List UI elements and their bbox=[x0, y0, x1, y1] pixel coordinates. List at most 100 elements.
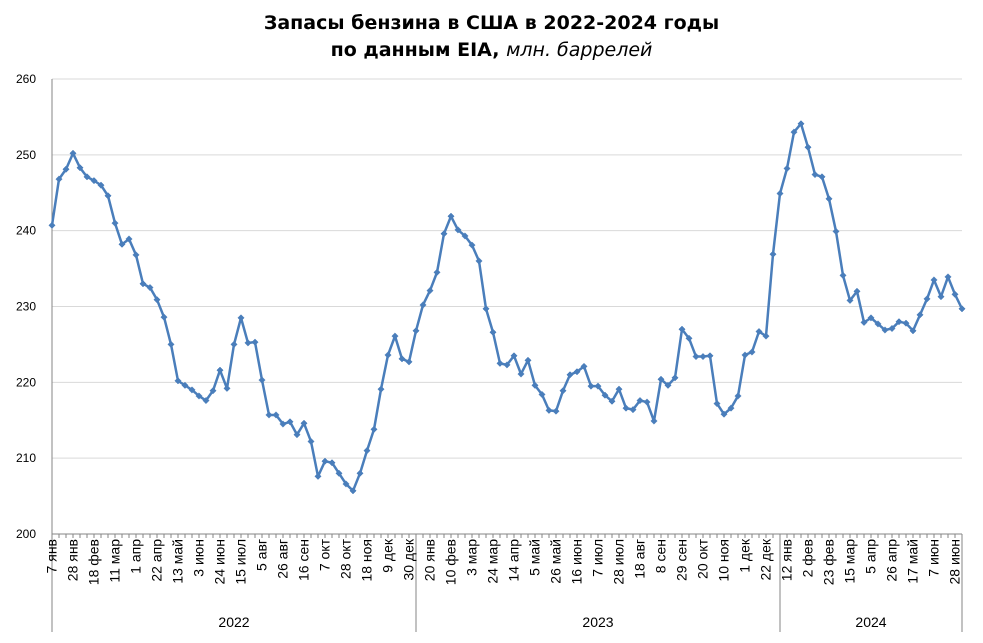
data-point bbox=[307, 437, 315, 446]
data-point bbox=[433, 268, 441, 276]
data-point bbox=[230, 340, 238, 348]
data-point bbox=[552, 407, 560, 415]
data-point bbox=[496, 359, 504, 367]
data-point bbox=[370, 425, 378, 433]
data-point bbox=[62, 165, 70, 173]
data-point bbox=[888, 324, 896, 333]
data-point bbox=[461, 232, 469, 240]
chart-title-unit: млн. баррелей bbox=[506, 39, 653, 61]
data-point bbox=[867, 314, 875, 322]
data-point bbox=[692, 352, 700, 361]
data-point bbox=[580, 362, 588, 370]
x-tick-label: 22 дек bbox=[758, 538, 774, 580]
data-point bbox=[846, 296, 854, 304]
data-point bbox=[566, 371, 574, 379]
chart-title-line2-text: по данным EIA, bbox=[330, 39, 500, 61]
data-point bbox=[587, 382, 595, 390]
x-tick-label: 15 июл bbox=[233, 539, 249, 585]
x-tick-label: 1 апр bbox=[128, 539, 144, 574]
data-point bbox=[83, 173, 91, 181]
data-point bbox=[412, 327, 420, 335]
data-point bbox=[790, 128, 798, 136]
data-point bbox=[524, 356, 532, 364]
data-point bbox=[958, 305, 966, 313]
x-tick-label: 16 июн bbox=[569, 539, 585, 585]
data-point bbox=[853, 287, 861, 295]
data-point bbox=[601, 391, 609, 399]
data-point bbox=[356, 469, 364, 477]
data-point bbox=[832, 227, 840, 235]
x-tick-label: 18 фев bbox=[86, 539, 102, 585]
data-point bbox=[300, 419, 308, 427]
data-point bbox=[951, 290, 959, 298]
data-point bbox=[909, 327, 917, 335]
x-tick-label: 26 авг bbox=[275, 539, 291, 579]
data-point bbox=[559, 387, 567, 395]
data-point bbox=[174, 377, 182, 385]
x-tick-label: 14 апр bbox=[506, 539, 522, 582]
data-point bbox=[160, 313, 168, 321]
x-tick-label: 28 янв bbox=[65, 539, 81, 581]
x-tick-label: 7 окт bbox=[317, 538, 333, 571]
x-tick-label: 15 мар bbox=[842, 539, 858, 584]
data-point bbox=[90, 177, 98, 185]
data-point bbox=[258, 376, 266, 384]
x-tick-label: 7 июл bbox=[590, 539, 606, 577]
chart-title-line2: по данным EIA, млн. баррелей bbox=[0, 37, 983, 64]
data-point bbox=[517, 370, 525, 378]
data-point bbox=[244, 339, 252, 347]
x-tick-label: 16 сен bbox=[296, 539, 312, 581]
year-label: 2023 bbox=[582, 614, 613, 630]
y-tick-label: 210 bbox=[16, 451, 36, 465]
data-point bbox=[608, 397, 616, 405]
data-point bbox=[279, 420, 287, 428]
data-point bbox=[643, 398, 651, 406]
y-tick-label: 230 bbox=[16, 300, 36, 314]
data-point bbox=[818, 173, 826, 181]
x-tick-label: 26 май bbox=[548, 539, 564, 584]
data-point bbox=[489, 328, 497, 336]
x-tick-label: 18 авг bbox=[632, 539, 648, 579]
data-point bbox=[937, 293, 945, 301]
data-point bbox=[594, 382, 602, 390]
chart-title-line1: Запасы бензина в США в 2022-2024 годы bbox=[263, 12, 720, 34]
data-point bbox=[748, 348, 756, 356]
data-point bbox=[216, 366, 224, 374]
data-point bbox=[930, 276, 938, 284]
data-point bbox=[713, 400, 721, 408]
data-point bbox=[727, 404, 735, 412]
x-tick-label: 8 сен bbox=[653, 539, 669, 573]
x-tick-label: 13 май bbox=[170, 539, 186, 584]
data-point bbox=[293, 431, 301, 439]
data-point bbox=[944, 273, 952, 281]
data-point bbox=[923, 295, 931, 303]
x-tick-label: 18 ноя bbox=[359, 539, 375, 582]
series-layer bbox=[48, 120, 966, 495]
data-point bbox=[678, 325, 686, 333]
x-tick-label: 9 дек bbox=[380, 538, 396, 573]
data-point bbox=[482, 305, 490, 313]
data-point bbox=[622, 404, 630, 412]
y-tick-label: 220 bbox=[16, 375, 36, 389]
data-point bbox=[314, 472, 322, 480]
data-point bbox=[146, 283, 154, 292]
data-point bbox=[209, 387, 217, 395]
year-label: 2022 bbox=[218, 614, 249, 630]
x-tick-label: 3 июн bbox=[191, 539, 207, 577]
x-tick-label: 5 авг bbox=[254, 539, 270, 571]
data-point bbox=[384, 351, 392, 359]
data-point bbox=[125, 235, 133, 243]
data-point bbox=[881, 326, 889, 334]
data-point bbox=[874, 320, 882, 328]
data-point bbox=[265, 411, 273, 419]
x-tick-label: 10 ноя bbox=[716, 539, 732, 582]
x-tick-label: 3 мар bbox=[464, 539, 480, 576]
data-point bbox=[363, 447, 371, 455]
data-point bbox=[237, 314, 245, 322]
data-point bbox=[797, 120, 805, 128]
data-point bbox=[139, 280, 147, 288]
x-tick-label: 22 апр bbox=[149, 539, 165, 582]
data-point bbox=[671, 374, 679, 382]
data-point bbox=[762, 332, 770, 340]
